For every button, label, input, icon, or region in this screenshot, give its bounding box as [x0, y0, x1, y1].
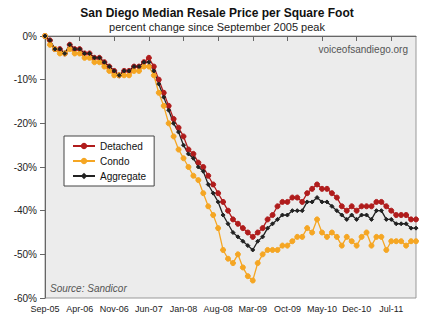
svg-text:Aug-08: Aug-08	[204, 304, 233, 314]
svg-text:Sep-05: Sep-05	[30, 304, 59, 314]
svg-text:-10%: -10%	[14, 74, 37, 85]
svg-text:Nov-06: Nov-06	[100, 304, 129, 314]
svg-text:Dec-10: Dec-10	[342, 304, 371, 314]
svg-text:San Diego Median Resale Price: San Diego Median Resale Price per Square…	[80, 6, 353, 20]
svg-text:percent change since September: percent change since September 2005 peak	[109, 21, 325, 33]
svg-text:-30%: -30%	[14, 162, 37, 173]
svg-text:-50%: -50%	[14, 249, 37, 260]
svg-text:-40%: -40%	[14, 205, 37, 216]
svg-text:Apr-06: Apr-06	[66, 304, 93, 314]
svg-text:voiceofsandiego.org: voiceofsandiego.org	[318, 44, 408, 55]
svg-text:Condo: Condo	[100, 156, 130, 167]
svg-text:May-10: May-10	[307, 304, 337, 314]
svg-text:0%: 0%	[23, 31, 38, 42]
svg-text:Oct-09: Oct-09	[274, 304, 301, 314]
svg-text:Jan-08: Jan-08	[170, 304, 198, 314]
svg-text:Jul-11: Jul-11	[379, 304, 403, 314]
svg-text:Aggregate: Aggregate	[100, 171, 147, 182]
svg-text:Detached: Detached	[100, 141, 143, 152]
svg-text:-60%: -60%	[14, 293, 37, 304]
svg-text:-20%: -20%	[14, 118, 37, 129]
svg-text:Jun-07: Jun-07	[135, 304, 163, 314]
svg-text:Mar-09: Mar-09	[239, 304, 268, 314]
svg-text:Source: Sandicor: Source: Sandicor	[50, 283, 127, 294]
